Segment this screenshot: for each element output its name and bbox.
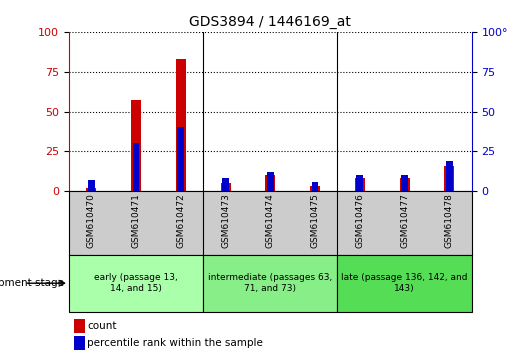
Bar — [220, 183, 231, 191]
Bar — [203, 255, 338, 312]
Bar — [267, 172, 273, 191]
Bar — [357, 175, 363, 191]
Text: late (passage 136, 142, and
143): late (passage 136, 142, and 143) — [341, 273, 468, 293]
Text: GSM610474: GSM610474 — [266, 193, 275, 248]
Bar — [338, 255, 472, 312]
Bar — [222, 178, 229, 191]
Text: GSM610471: GSM610471 — [131, 193, 140, 248]
Bar — [176, 59, 186, 191]
Text: GSM610470: GSM610470 — [87, 193, 96, 248]
Bar — [86, 188, 96, 191]
Bar — [401, 175, 408, 191]
Text: GSM610473: GSM610473 — [221, 193, 230, 248]
Bar — [88, 180, 95, 191]
Text: GSM610475: GSM610475 — [311, 193, 320, 248]
Text: GSM610477: GSM610477 — [400, 193, 409, 248]
Text: GSM610472: GSM610472 — [176, 193, 186, 248]
Bar — [131, 101, 141, 191]
Text: percentile rank within the sample: percentile rank within the sample — [87, 338, 263, 348]
Bar — [444, 166, 454, 191]
Text: intermediate (passages 63,
71, and 73): intermediate (passages 63, 71, and 73) — [208, 273, 332, 293]
Title: GDS3894 / 1446169_at: GDS3894 / 1446169_at — [189, 16, 351, 29]
Bar — [69, 255, 203, 312]
Bar — [310, 186, 320, 191]
Text: development stage: development stage — [0, 278, 64, 288]
Bar — [400, 178, 410, 191]
Bar — [178, 127, 184, 191]
Bar — [312, 182, 319, 191]
Bar — [446, 161, 453, 191]
Bar — [132, 143, 139, 191]
Text: GSM610478: GSM610478 — [445, 193, 454, 248]
Bar — [265, 175, 276, 191]
Text: GSM610476: GSM610476 — [355, 193, 364, 248]
Text: count: count — [87, 321, 117, 331]
Bar — [355, 178, 365, 191]
Text: early (passage 13,
14, and 15): early (passage 13, 14, and 15) — [94, 273, 178, 293]
